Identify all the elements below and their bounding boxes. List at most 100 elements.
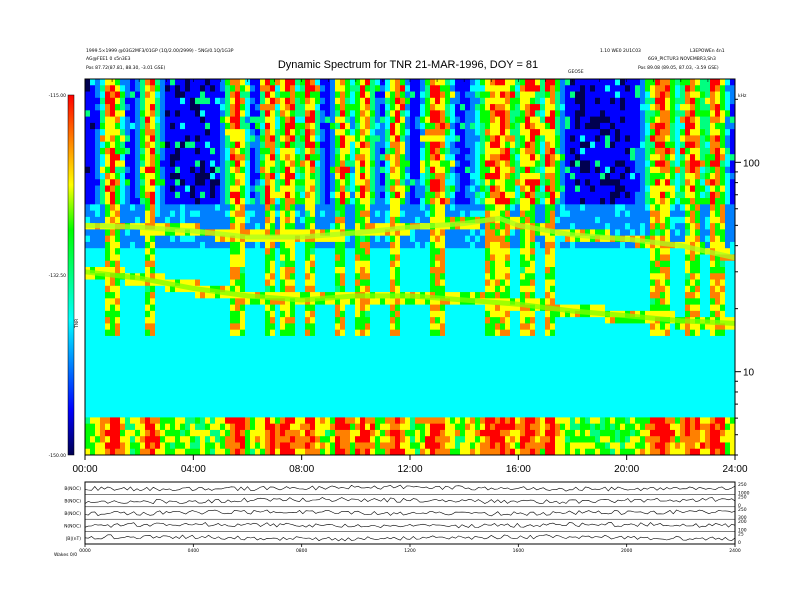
spectrum-cell (315, 279, 321, 287)
spectrum-cell (390, 423, 396, 431)
spectrum-cell (315, 97, 321, 105)
spectrum-cell (155, 317, 161, 324)
spectrum-cell (200, 122, 206, 130)
spectrum-cell (490, 323, 496, 331)
spectrum-cell (355, 348, 361, 356)
spectrum-cell (95, 141, 101, 149)
spectrum-cell (110, 411, 116, 418)
spectrum-cell (245, 85, 251, 92)
spectrum-cell (380, 166, 386, 174)
spectrum-cell (90, 323, 96, 331)
spectrum-cell (205, 166, 211, 174)
spectrum-cell (455, 198, 461, 205)
spectrum-cell (375, 235, 381, 243)
spectrum-cell (290, 429, 296, 437)
spectrum-cell (200, 417, 206, 425)
spectrum-cell (415, 122, 421, 130)
spectrum-cell (145, 85, 151, 92)
spectrum-cell (460, 361, 466, 368)
spectrum-cell (470, 329, 476, 337)
spectrum-cell (225, 166, 231, 174)
spectrum-cell (170, 386, 176, 393)
spectrum-cell (105, 210, 111, 218)
spectrum-cell (345, 323, 351, 331)
spectrum-cell (460, 329, 466, 337)
spectrum-cell (205, 185, 211, 193)
spectrum-cell (245, 91, 251, 99)
spectrum-cell (180, 191, 186, 199)
spectrum-cell (155, 248, 161, 255)
spectrum-cell (90, 216, 96, 224)
spectrum-cell (330, 285, 336, 293)
spectrum-cell (235, 417, 241, 425)
spectrum-cell (250, 285, 256, 293)
spectrum-cell (195, 361, 201, 368)
spectrum-cell (430, 241, 436, 249)
spectrum-cell (405, 260, 411, 268)
spectrum-cell (380, 392, 386, 399)
spectrum-cell (285, 129, 291, 136)
spectrum-cell (490, 411, 496, 418)
spectrum-cell (105, 248, 111, 255)
spectrum-cell (110, 335, 116, 343)
spectrum-cell (115, 386, 121, 393)
spectrum-cell (265, 361, 271, 368)
spectrum-cell (165, 448, 171, 456)
spectrum-cell (465, 122, 471, 130)
spectrum-cell (125, 79, 131, 86)
spectrum-cell (310, 141, 316, 149)
spectrum-cell (480, 110, 486, 117)
spectrum-cell (385, 116, 391, 124)
spectrum-cell (130, 166, 136, 174)
spectrum-cell (275, 392, 281, 399)
spectrum-cell (455, 417, 461, 425)
spectrum-cell (325, 79, 331, 86)
spectrum-cell (215, 304, 221, 312)
spectrum-cell (200, 173, 206, 180)
spectrum-cell (230, 279, 236, 287)
spectrum-cell (400, 329, 406, 337)
spectrum-cell (130, 348, 136, 356)
spectrum-cell (245, 323, 251, 331)
spectrum-cell (140, 147, 146, 155)
spectrum-cell (350, 116, 356, 124)
spectrum-cell (195, 373, 201, 381)
spectrum-cell (315, 191, 321, 199)
spectrum-cell (335, 404, 341, 412)
spectrum-cell (455, 436, 461, 443)
spectrum-cell (170, 379, 176, 387)
spectrum-cell (195, 204, 201, 211)
spectrum-cell (160, 185, 166, 193)
spectrum-cell (235, 166, 241, 174)
spectrum-cell (475, 173, 481, 180)
spectrum-cell (235, 229, 241, 237)
spectrum-cell (245, 379, 251, 387)
spectrum-cell (370, 267, 376, 274)
spectrum-cell (125, 373, 131, 381)
spectrum-cell (360, 436, 366, 443)
spectrum-cell (190, 436, 196, 443)
spectrum-cell (210, 386, 216, 393)
spectrum-cell (240, 166, 246, 174)
spectrum-cell (130, 248, 136, 255)
spectrum-cell (125, 285, 131, 293)
spectrum-cell (455, 404, 461, 412)
spectrum-cell (90, 292, 96, 299)
spectrum-cell (470, 354, 476, 362)
spectrum-cell (155, 392, 161, 399)
spectrum-cell (195, 423, 201, 431)
spectrum-cell (415, 267, 421, 274)
spectrum-cell (465, 292, 471, 299)
spectrum-cell (390, 191, 396, 199)
spectrum-cell (115, 317, 121, 324)
spectrum-cell (120, 110, 126, 117)
spectrum-cell (410, 304, 416, 312)
spectrum-cell (320, 216, 326, 224)
spectrum-cell (405, 317, 411, 324)
spectrum-cell (370, 129, 376, 136)
spectrum-cell (100, 154, 106, 161)
spectrum-cell (165, 329, 171, 337)
spectrum-cell (115, 436, 121, 443)
spectrum-cell (220, 267, 226, 274)
spectrum-cell (240, 160, 246, 168)
